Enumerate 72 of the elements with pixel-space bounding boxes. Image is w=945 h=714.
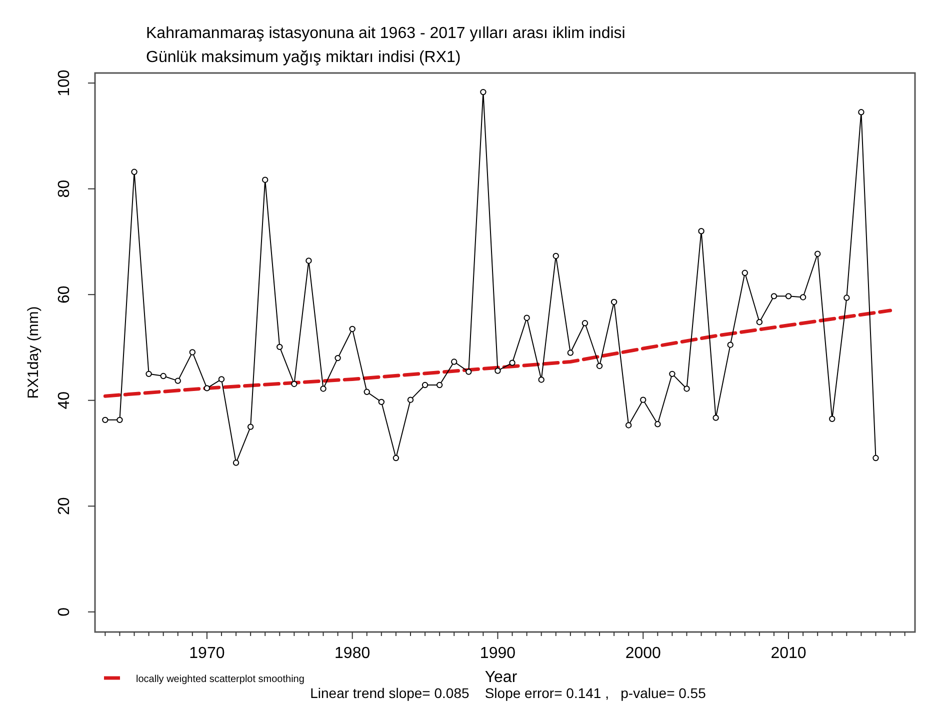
point — [189, 349, 196, 356]
x-tick-label: 1990 — [480, 645, 516, 662]
point — [131, 168, 138, 175]
point — [654, 421, 661, 428]
y-tick-label: 80 — [56, 180, 73, 198]
point — [524, 314, 530, 321]
point — [116, 416, 123, 424]
point — [596, 362, 603, 370]
point — [727, 342, 734, 348]
point — [174, 378, 181, 384]
point — [218, 376, 225, 382]
y-tick-label: 40 — [56, 391, 73, 410]
point — [829, 416, 836, 422]
point — [494, 368, 501, 374]
point — [334, 354, 341, 362]
point — [102, 416, 108, 424]
y-tick-label: 20 — [56, 497, 73, 516]
point — [160, 372, 166, 380]
point — [858, 109, 864, 116]
point — [306, 258, 312, 264]
y-tick-label: 100 — [56, 70, 73, 96]
point — [872, 454, 879, 462]
point — [364, 388, 370, 395]
point — [582, 320, 588, 326]
x-tick-label: 2000 — [625, 645, 662, 662]
point — [640, 396, 646, 403]
point — [509, 360, 516, 366]
point — [698, 228, 704, 234]
point — [814, 250, 821, 257]
point — [785, 293, 792, 300]
x-tick-label: 2010 — [770, 645, 806, 662]
point — [466, 368, 472, 375]
point — [262, 176, 268, 183]
x-tick-label: 1970 — [189, 645, 225, 662]
point — [320, 386, 326, 392]
y-tick-label: 0 — [56, 607, 73, 616]
text: Linear trend slope= 0.085 Slope error= 0.141 , p-value= 0.55 — [310, 685, 706, 701]
chart-title: Kahramanmaraş istasyonuna ait 1963 - 2017 yılları arası iklim indisi — [146, 25, 626, 42]
x-axis-title: Year — [484, 669, 518, 686]
point — [669, 370, 676, 378]
point — [451, 358, 458, 365]
point — [349, 326, 356, 332]
point — [436, 382, 443, 388]
point — [378, 398, 385, 406]
point — [291, 380, 298, 388]
point — [742, 270, 748, 276]
point — [204, 385, 210, 392]
point — [756, 318, 763, 326]
legend-label: locally weighted scatterplot smoothing — [136, 674, 304, 685]
point — [800, 294, 806, 300]
point — [276, 344, 283, 350]
point — [146, 370, 152, 378]
point — [407, 396, 414, 403]
chart-subtitle: Günlük maksimum yağış miktarı indisi (RX1) — [146, 49, 461, 66]
line-series — [103, 308, 892, 398]
point — [392, 454, 400, 462]
point — [770, 293, 778, 300]
point — [684, 386, 690, 392]
point — [538, 376, 544, 383]
point — [567, 350, 574, 356]
point — [552, 252, 559, 260]
point — [625, 422, 632, 428]
y-tick-label: 60 — [56, 286, 73, 304]
point — [232, 460, 240, 466]
point — [844, 294, 850, 301]
point — [480, 88, 486, 96]
point — [712, 414, 719, 421]
point — [610, 298, 618, 306]
point — [247, 424, 254, 430]
y-axis-title: RX1day (mm) — [25, 306, 42, 399]
point — [422, 382, 428, 388]
x-tick-label: 1980 — [334, 645, 370, 662]
